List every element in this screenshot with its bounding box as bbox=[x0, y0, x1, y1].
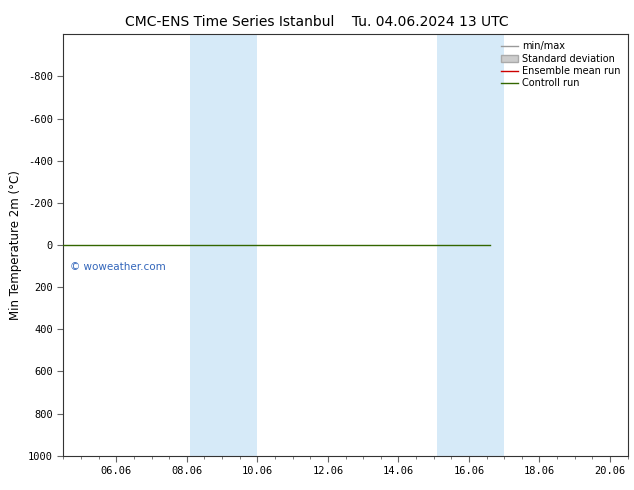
Bar bbox=[190, 34, 257, 456]
Text: CMC-ENS Time Series Istanbul    Tu. 04.06.2024 13 UTC: CMC-ENS Time Series Istanbul Tu. 04.06.2… bbox=[125, 15, 509, 29]
Legend: min/max, Standard deviation, Ensemble mean run, Controll run: min/max, Standard deviation, Ensemble me… bbox=[499, 39, 623, 90]
Text: © woweather.com: © woweather.com bbox=[70, 262, 166, 272]
Bar bbox=[437, 34, 504, 456]
Y-axis label: Min Temperature 2m (°C): Min Temperature 2m (°C) bbox=[10, 170, 22, 320]
